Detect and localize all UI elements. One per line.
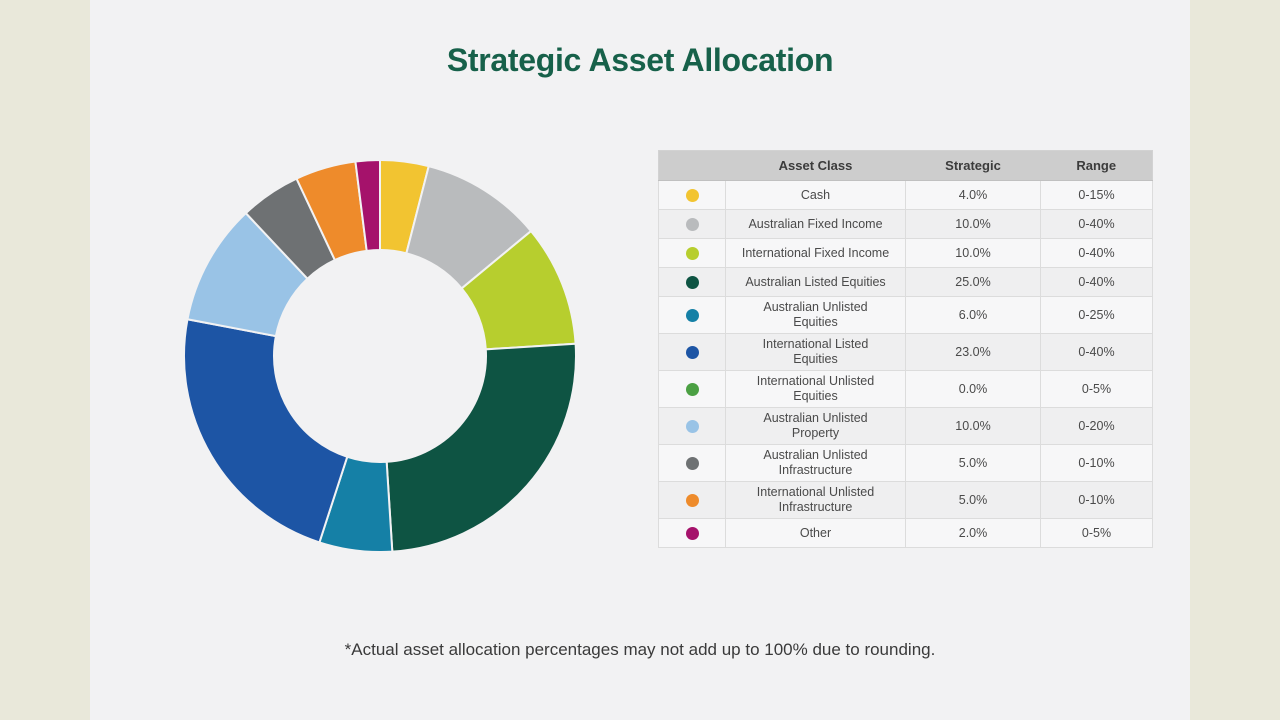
asset-color-dot-icon xyxy=(685,493,699,507)
strategic-value: 5.0% xyxy=(905,481,1041,519)
range-value: 0-40% xyxy=(1040,267,1153,297)
asset-class-cell: International Fixed Income xyxy=(725,238,906,268)
header-range: Range xyxy=(1040,150,1153,181)
range-value: 0-40% xyxy=(1040,209,1153,239)
asset-class-cell: International Unlisted Infrastructure xyxy=(725,481,906,519)
asset-color-dot-icon xyxy=(685,308,699,322)
table-row-australian-listed-equities: Australian Listed Equities 25.0% 0-40% xyxy=(658,267,1153,297)
range-value: 0-10% xyxy=(1040,444,1153,482)
strategic-value: 2.0% xyxy=(905,518,1041,548)
donut-segment-other xyxy=(354,158,381,252)
donut-segment-australian-listed-equities xyxy=(385,342,577,553)
strategic-value: 4.0% xyxy=(905,180,1041,210)
slide: Strategic Asset Allocation Asset Class S… xyxy=(90,0,1190,720)
asset-class-label: Australian Unlisted Equities xyxy=(763,300,868,329)
swatch-cell xyxy=(658,267,726,297)
asset-color-dot-icon xyxy=(685,382,699,396)
strategic-value: 5.0% xyxy=(905,444,1041,482)
swatch-cell xyxy=(658,180,726,210)
asset-class-cell: Australian Unlisted Infrastructure xyxy=(725,444,906,482)
asset-class-cell: International Unlisted Equities xyxy=(725,370,906,408)
table-header-row: Asset Class Strategic Range xyxy=(658,150,1153,181)
swatch-cell xyxy=(658,296,726,334)
table-row-australian-unlisted-property: Australian Unlisted Property 10.0% 0-20% xyxy=(658,407,1153,445)
header-strategic: Strategic xyxy=(905,150,1041,181)
strategic-value: 10.0% xyxy=(905,238,1041,268)
asset-color-dot-icon xyxy=(685,345,699,359)
footnote: *Actual asset allocation percentages may… xyxy=(344,640,936,659)
asset-color-dot-icon xyxy=(685,526,699,540)
range-value: 0-40% xyxy=(1040,333,1153,371)
table-row-international-unlisted-infrastructure: International Unlisted Infrastructure 5.… xyxy=(658,481,1153,519)
asset-class-label: International Listed Equities xyxy=(762,337,869,366)
range-value: 0-40% xyxy=(1040,238,1153,268)
strategic-value: 6.0% xyxy=(905,296,1041,334)
swatch-cell xyxy=(658,238,726,268)
allocation-table-body: Cash 4.0% 0-15% Australian Fixed Income … xyxy=(658,180,1153,548)
asset-class-cell: Australian Unlisted Equities xyxy=(725,296,906,334)
asset-color-dot-icon xyxy=(685,246,699,260)
asset-class-cell: Australian Fixed Income xyxy=(725,209,906,239)
asset-class-cell: Australian Unlisted Property xyxy=(725,407,906,445)
header-swatch-column xyxy=(658,150,726,181)
asset-class-label: Australian Fixed Income xyxy=(748,216,883,231)
asset-class-label: International Fixed Income xyxy=(741,245,890,260)
asset-color-dot-icon xyxy=(685,419,699,433)
asset-color-dot-icon xyxy=(685,217,699,231)
page-title: Strategic Asset Allocation xyxy=(446,42,834,78)
asset-class-label: Australian Unlisted Property xyxy=(763,411,868,440)
swatch-cell xyxy=(658,444,726,482)
asset-class-label: Australian Unlisted Infrastructure xyxy=(763,448,868,477)
table-row-international-listed-equities: International Listed Equities 23.0% 0-40… xyxy=(658,333,1153,371)
asset-class-cell: International Listed Equities xyxy=(725,333,906,371)
strategic-value: 23.0% xyxy=(905,333,1041,371)
header-asset-class: Asset Class xyxy=(725,150,906,181)
asset-color-dot-icon xyxy=(685,275,699,289)
table-row-australian-unlisted-equities: Australian Unlisted Equities 6.0% 0-25% xyxy=(658,296,1153,334)
range-value: 0-15% xyxy=(1040,180,1153,210)
donut-chart xyxy=(183,158,577,553)
strategic-value: 25.0% xyxy=(905,267,1041,297)
asset-color-dot-icon xyxy=(685,456,699,470)
asset-class-label: Cash xyxy=(800,187,831,202)
strategic-value: 10.0% xyxy=(905,407,1041,445)
table-row-cash: Cash 4.0% 0-15% xyxy=(658,180,1153,210)
table-row-international-fixed-income: International Fixed Income 10.0% 0-40% xyxy=(658,238,1153,268)
range-value: 0-25% xyxy=(1040,296,1153,334)
swatch-cell xyxy=(658,518,726,548)
asset-color-dot-icon xyxy=(685,188,699,202)
strategic-value: 0.0% xyxy=(905,370,1041,408)
asset-class-cell: Other xyxy=(725,518,906,548)
asset-class-label: International Unlisted Equities xyxy=(756,374,875,403)
table-row-international-unlisted-equities: International Unlisted Equities 0.0% 0-5… xyxy=(658,370,1153,408)
swatch-cell xyxy=(658,333,726,371)
swatch-cell xyxy=(658,481,726,519)
range-value: 0-5% xyxy=(1040,370,1153,408)
asset-class-cell: Cash xyxy=(725,180,906,210)
table-row-other: Other 2.0% 0-5% xyxy=(658,518,1153,548)
allocation-table: Asset Class Strategic Range Cash 4.0% 0-… xyxy=(658,150,1153,548)
strategic-value: 10.0% xyxy=(905,209,1041,239)
donut-segment-international-listed-equities xyxy=(183,318,349,544)
range-value: 0-20% xyxy=(1040,407,1153,445)
swatch-cell xyxy=(658,407,726,445)
range-value: 0-10% xyxy=(1040,481,1153,519)
asset-class-label: Other xyxy=(799,525,832,540)
asset-class-label: Australian Listed Equities xyxy=(745,274,886,289)
asset-class-label: International Unlisted Infrastructure xyxy=(756,485,875,514)
table-row-australian-unlisted-infrastructure: Australian Unlisted Infrastructure 5.0% … xyxy=(658,444,1153,482)
swatch-cell xyxy=(658,209,726,239)
table-row-australian-fixed-income: Australian Fixed Income 10.0% 0-40% xyxy=(658,209,1153,239)
range-value: 0-5% xyxy=(1040,518,1153,548)
asset-class-cell: Australian Listed Equities xyxy=(725,267,906,297)
swatch-cell xyxy=(658,370,726,408)
